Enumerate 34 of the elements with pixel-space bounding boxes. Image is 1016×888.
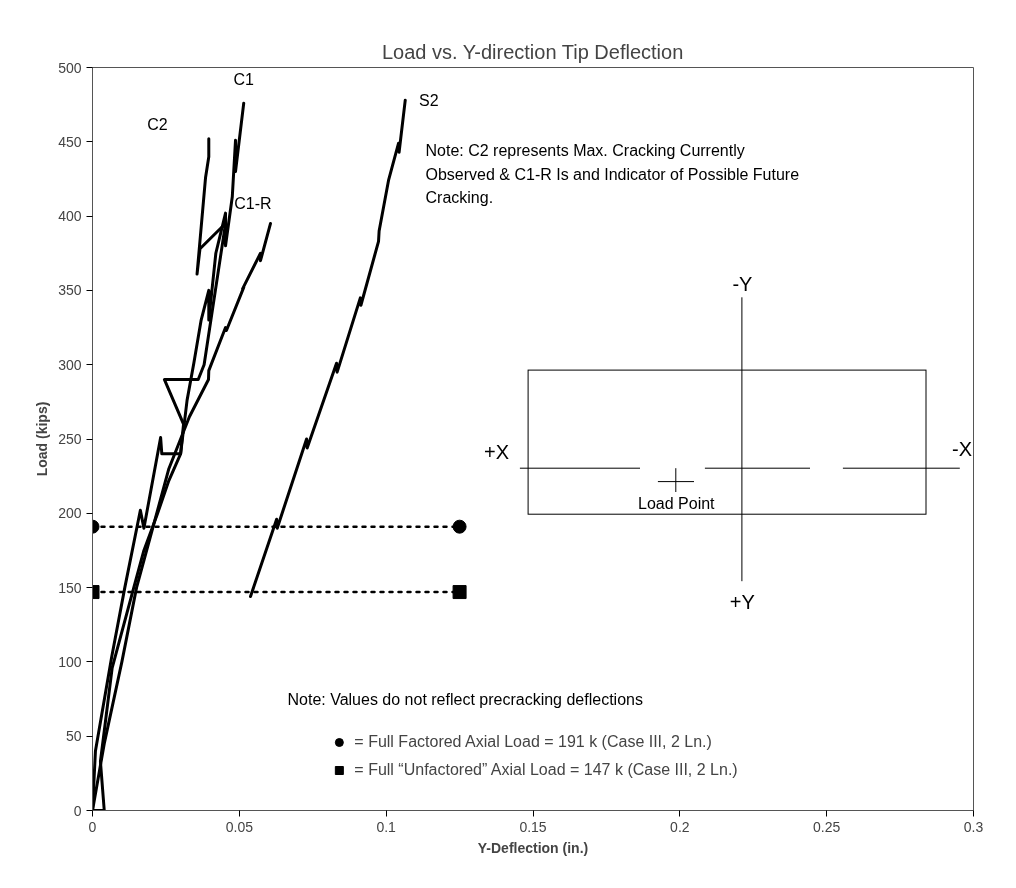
y-axis-title: Load (kips) (34, 401, 51, 477)
annotation: -Y (732, 272, 753, 295)
annotation: +Y (729, 590, 755, 613)
y-tick-label: 500 (58, 59, 82, 76)
annotation: -X (952, 438, 973, 461)
y-tick-label: 250 (58, 431, 82, 447)
series-label: C1 (233, 71, 255, 89)
series-label: C1-R (234, 194, 272, 212)
series-label: S2 (418, 92, 439, 110)
x-tick-label: 0 (88, 818, 97, 835)
legend-label: = Full “Unfactored” Axial Load = 147 k (Case III, 2 Ln.) (354, 761, 738, 779)
x-tick-label: 0.2 (670, 818, 690, 835)
annotation: Load Point (638, 495, 716, 513)
y-tick-label: 450 (58, 133, 82, 150)
y-tick-label: 200 (58, 505, 82, 522)
y-tick-label: 0 (73, 802, 82, 819)
legend-label: = Full Factored Axial Load = 191 k (Case III, 2 Ln.) (354, 733, 712, 751)
text: C2 (147, 115, 168, 133)
annotation: +X (484, 441, 510, 464)
y-tick-label: 350 (58, 282, 82, 299)
y-tick-label: 50 (65, 728, 82, 745)
chart-title: Load vs. Y-direction Tip Deflection (381, 40, 684, 63)
y-tick-label: 400 (58, 208, 82, 225)
annotation: Note: Values do not reflect precracking deflections (287, 690, 643, 708)
x-tick-label: 0.05 (225, 818, 254, 835)
x-tick-label: 0.15 (519, 818, 547, 835)
x-tick-label: 0.3 (963, 818, 984, 835)
x-tick-label: 0.1 (376, 818, 397, 835)
y-tick-label: 100 (58, 653, 82, 670)
x-axis-title: Y-Deflection (in.) (477, 839, 589, 856)
annotation: Note: C2 represents Max. Cracking Currently Observed & C1-R Is and Indicator of Possible Future Cracking. (425, 141, 800, 207)
x-tick-label: 0.25 (813, 818, 841, 835)
y-tick-label: 300 (58, 356, 82, 373)
y-tick-label: 150 (58, 579, 82, 596)
